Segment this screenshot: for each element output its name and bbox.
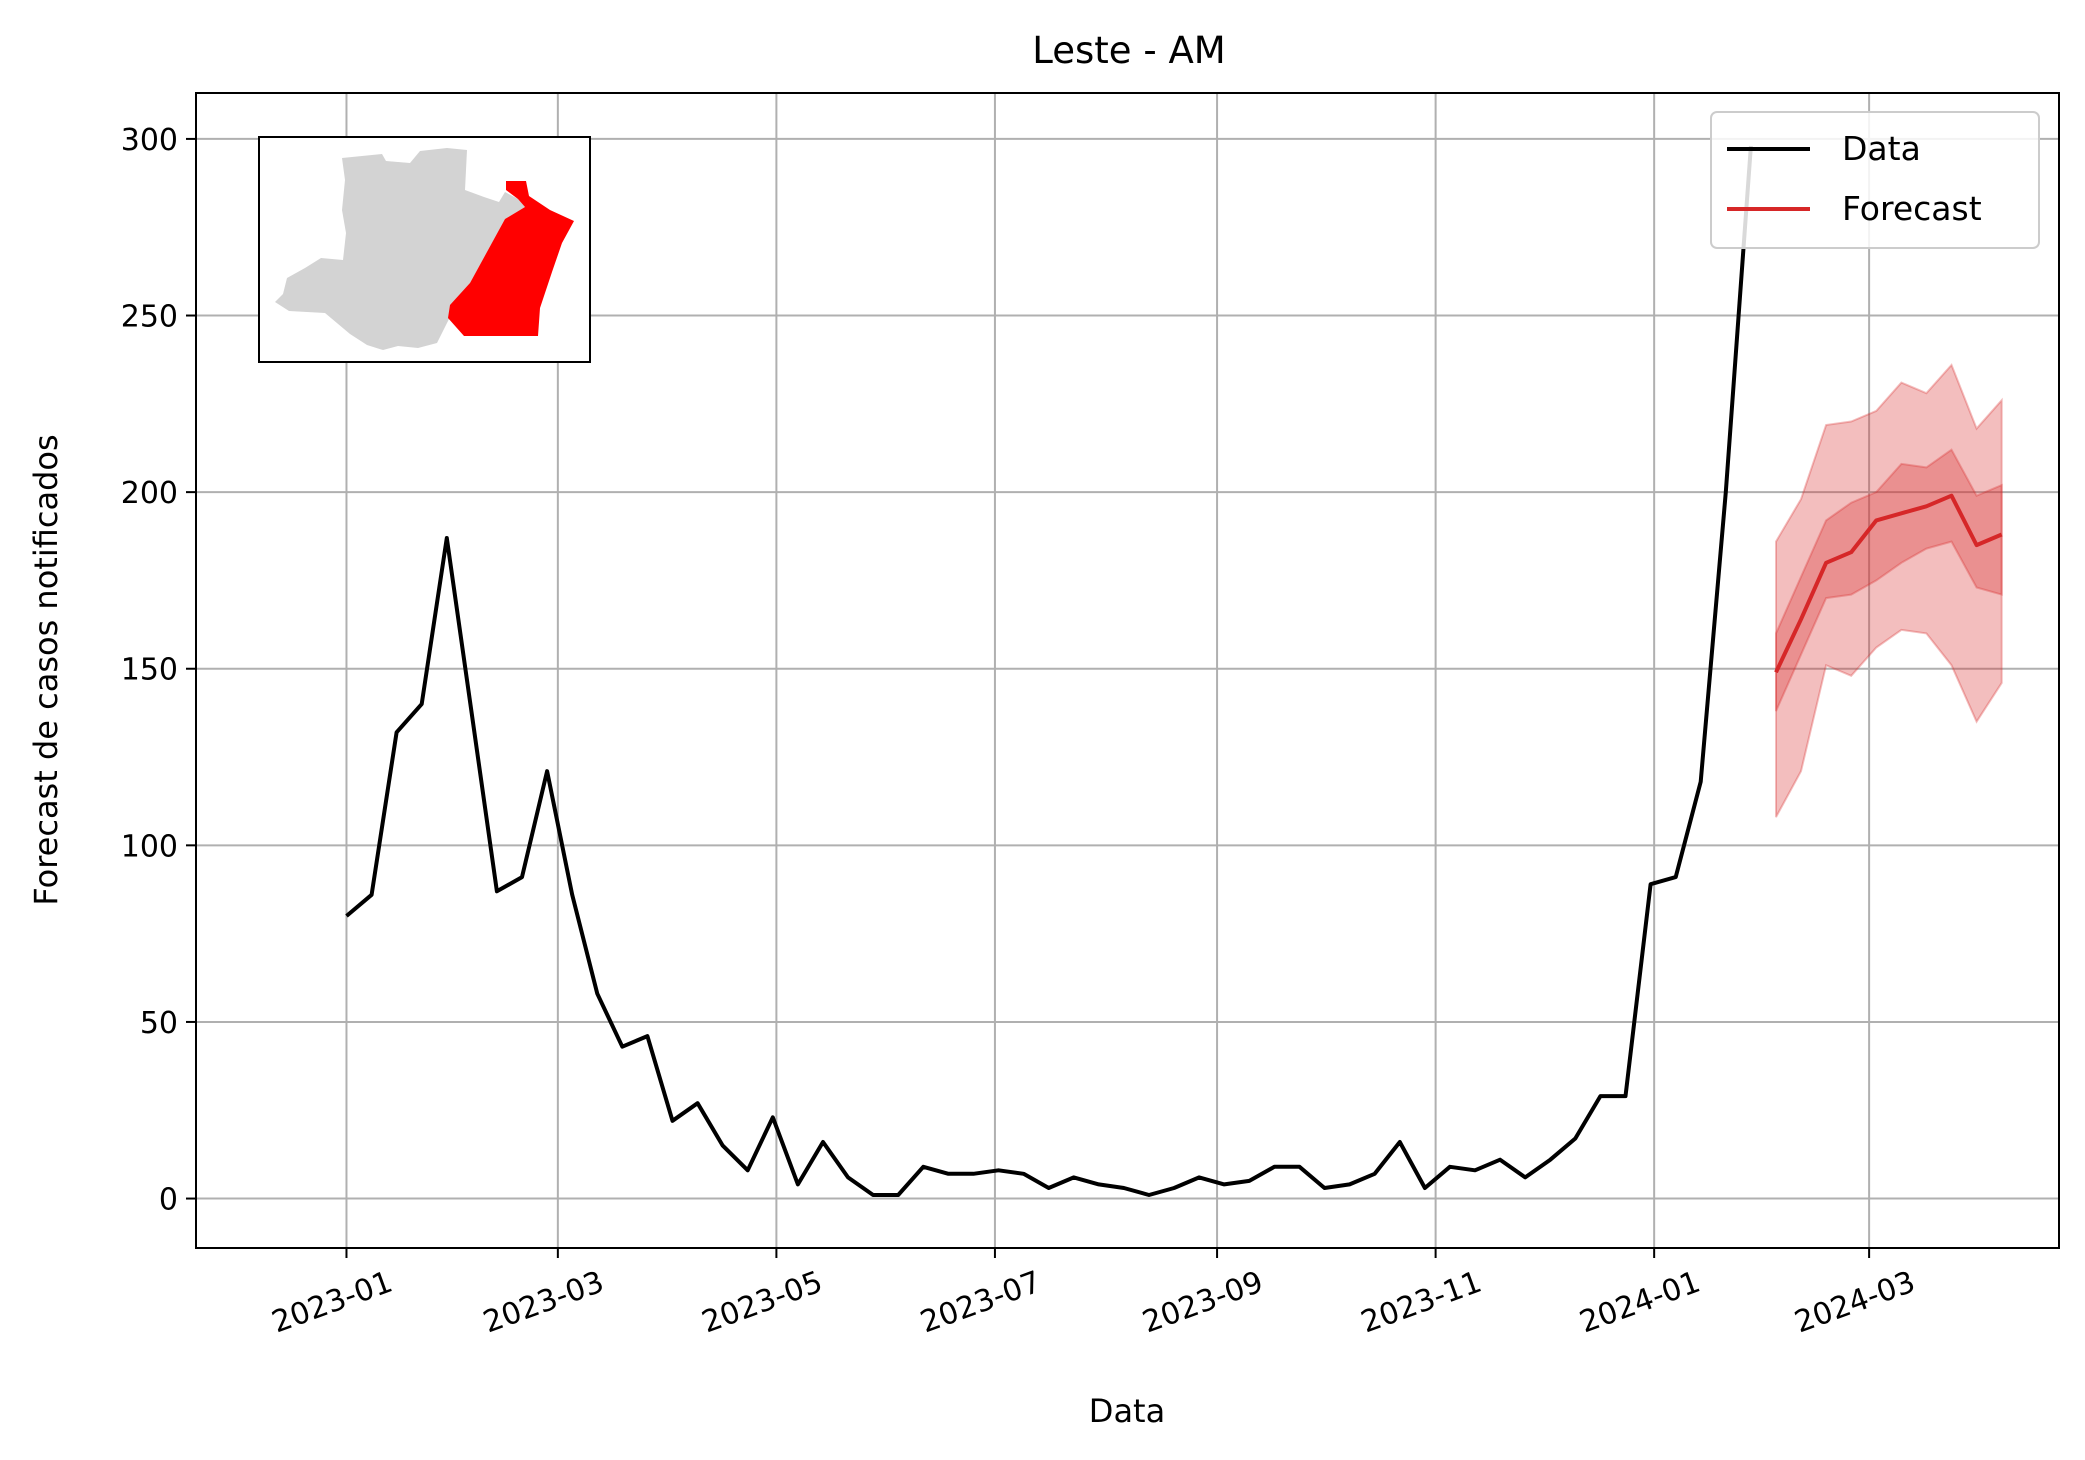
legend: Data Forecast [1710,111,2040,249]
region-shape [448,181,574,336]
forecast-outer-band [1775,363,2003,818]
legend-box [1710,111,2040,249]
legend-label-forecast: Forecast [1842,189,1982,228]
y-axis-label: Forecast de casos notificados [27,434,65,905]
y-tick-label: 100 [121,829,178,864]
series-line-data [345,145,1753,1197]
x-axis-label: Data [1089,1392,1165,1430]
state-shape [275,148,525,350]
legend-label-data: Data [1842,129,1921,168]
forecast-inner-band [1775,448,2003,712]
series-line-forecast [1774,493,2003,674]
forecast-bands [1775,363,2003,818]
y-tick-label: 300 [121,123,178,158]
chart-title: Leste - AM [1032,29,1225,72]
y-tick-label: 0 [159,1183,178,1218]
y-axis-ticks: 0 50 100 150 200 250 300 [121,123,196,1218]
y-tick-label: 150 [121,653,178,688]
y-tick-label: 50 [140,1006,178,1041]
series-lines [345,145,2003,1197]
y-tick-label: 250 [121,300,178,335]
y-tick-label: 200 [121,476,178,511]
inset-map [258,136,591,363]
plot-frame [195,92,2060,1249]
